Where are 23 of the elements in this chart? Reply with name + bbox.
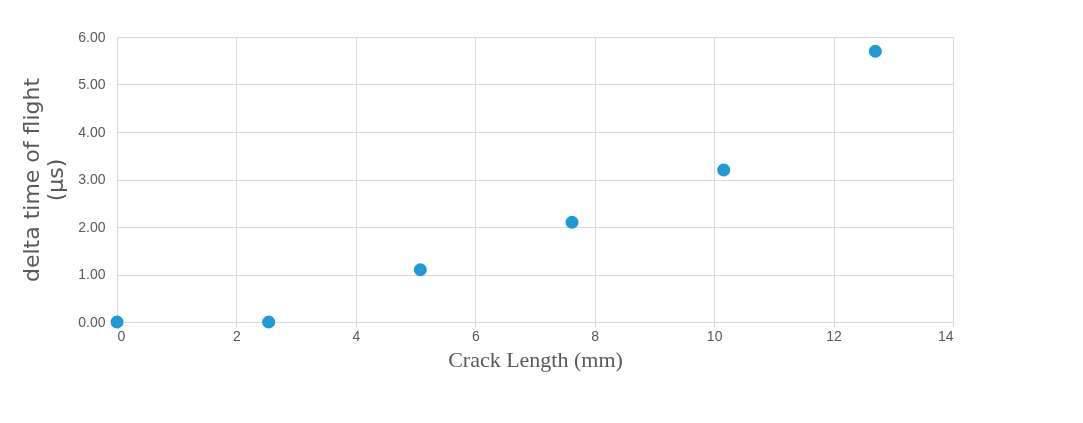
y-tick-label: 4.00 <box>78 123 106 140</box>
x-tick-label: 2 <box>233 327 242 344</box>
x-tick-label: 6 <box>471 327 480 344</box>
x-axis-title: Crack Length (mm) <box>448 346 623 372</box>
y-axis-title: delta time of flight (µs) <box>19 77 69 283</box>
x-tick-label: 12 <box>826 327 843 344</box>
y-tick-label: 2.00 <box>78 218 106 235</box>
point <box>413 263 427 277</box>
x-tick-label: 0 <box>117 327 126 344</box>
point <box>565 215 579 229</box>
point <box>110 315 124 329</box>
y-tick-label: 3.00 <box>78 171 106 187</box>
x-tick-label: 8 <box>591 327 600 344</box>
y-tick-label: 6.00 <box>78 28 106 45</box>
x-tick-label: 4 <box>352 327 361 344</box>
x-tick-label: 14 <box>937 327 954 344</box>
point <box>262 315 276 329</box>
x-tick-label: 10 <box>706 327 723 344</box>
point <box>717 163 731 177</box>
point <box>868 44 882 58</box>
y-tick-label: 1.00 <box>78 266 106 282</box>
y-tick-label: 0.00 <box>78 313 106 330</box>
y-tick-label: 5.00 <box>78 76 106 92</box>
